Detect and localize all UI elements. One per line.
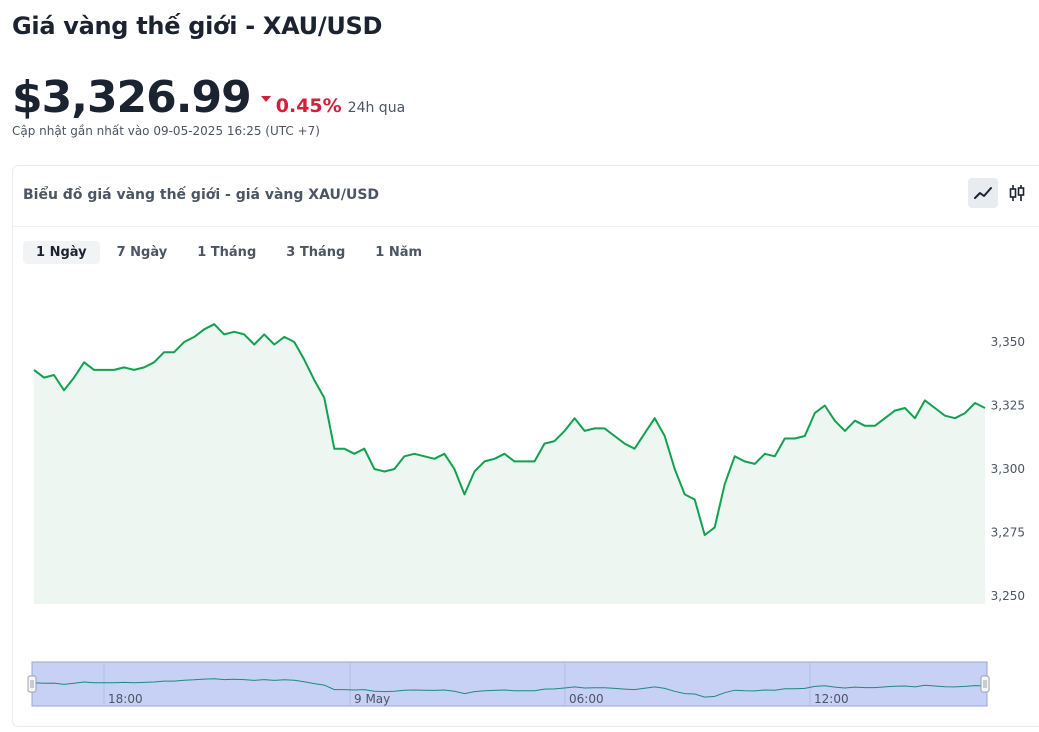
y-tick-label: 3,300: [991, 462, 1025, 476]
chart-title: Biểu đồ giá vàng thế giới - giá vàng XAU…: [23, 187, 380, 203]
page-title: Giá vàng thế giới - XAU/USD: [12, 12, 383, 40]
card-divider: [13, 226, 1039, 227]
tab-3-months[interactable]: 3 Tháng: [286, 245, 346, 260]
current-price: $3,326.99: [12, 72, 252, 123]
tab-7-days[interactable]: 7 Ngày: [116, 245, 168, 260]
tab-1-month[interactable]: 1 Tháng: [197, 245, 257, 260]
navigator-time-label: 18:00: [108, 692, 143, 706]
last-updated: Cập nhật gần nhất vào 09-05-2025 16:25 (…: [12, 124, 320, 138]
navigator-series: [33, 678, 986, 698]
price-change-percent: 0.45%: [275, 95, 342, 117]
price-row: $3,326.99 0.45% 24h qua: [12, 72, 405, 123]
navigator-time-label: 06:00: [569, 692, 604, 706]
y-tick-label: 3,325: [991, 399, 1025, 413]
navigator-time-label: 9 May: [354, 692, 390, 706]
navigator-right-handle[interactable]: [980, 675, 990, 693]
range-tabs: 1 Ngày 7 Ngày 1 Tháng 3 Tháng 1 Năm: [23, 241, 435, 264]
y-tick-label: 3,250: [991, 589, 1025, 603]
y-tick-label: 3,350: [991, 335, 1025, 349]
candlestick-icon: [1009, 185, 1025, 201]
candlestick-button[interactable]: [1002, 178, 1032, 208]
navigator-time-label: 12:00: [814, 692, 849, 706]
chart-type-switch: [968, 178, 1032, 208]
navigator-left-handle[interactable]: [27, 675, 37, 693]
price-line: [33, 323, 986, 536]
line-chart-icon: [974, 187, 992, 199]
price-area: [34, 324, 985, 604]
change-period: 24h qua: [347, 100, 406, 116]
tab-1-day[interactable]: 1 Ngày: [23, 241, 100, 264]
down-arrow-icon: [260, 96, 271, 102]
y-tick-label: 3,275: [991, 526, 1025, 540]
line-chart-button[interactable]: [968, 178, 998, 208]
tab-1-year[interactable]: 1 Năm: [375, 245, 423, 260]
